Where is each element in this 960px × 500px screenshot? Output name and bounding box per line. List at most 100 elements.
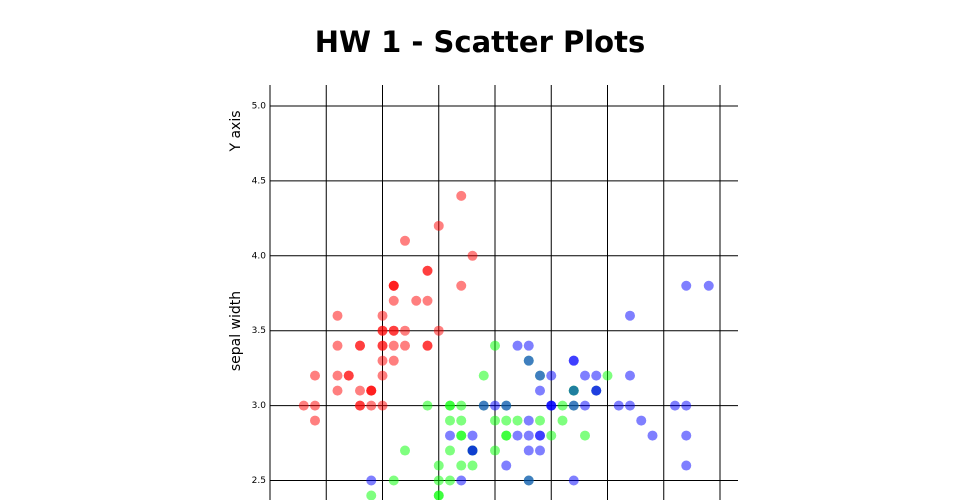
scatter-point: [456, 400, 467, 411]
scatter-point: [681, 460, 692, 471]
scatter-point: [490, 400, 500, 411]
scatter-point: [411, 295, 422, 306]
scatter-point: [366, 400, 377, 411]
scatter-point: [501, 415, 512, 426]
scatter-point: [636, 415, 647, 426]
scatter-point: [501, 460, 512, 471]
scatter-point: [535, 415, 545, 426]
scatter-point: [433, 490, 444, 500]
scatter-point: [535, 430, 545, 441]
scatter-point: [546, 400, 557, 411]
scatter-point: [467, 430, 478, 441]
scatter-point: [355, 340, 365, 351]
scatter-point: [456, 475, 467, 486]
scatter-point: [535, 445, 545, 456]
scatter-point: [523, 445, 534, 456]
scatter-point: [625, 400, 635, 411]
scatter-point: [400, 235, 410, 246]
scatter-point: [523, 415, 534, 426]
scatter-point: [298, 400, 309, 411]
scatter-point: [388, 340, 399, 351]
scatter-point: [332, 310, 343, 321]
scatter-point: [523, 340, 534, 351]
scatter-point: [456, 280, 467, 291]
scatter-point: [377, 310, 388, 321]
scatter-point: [332, 340, 343, 351]
scatter-point: [478, 400, 489, 411]
scatter-point: [332, 385, 343, 396]
scatter-point: [377, 400, 388, 411]
scatter-point: [523, 475, 534, 486]
scatter-point: [366, 475, 377, 486]
scatter-point: [355, 400, 365, 411]
scatter-point: [703, 280, 714, 291]
scatter-point: [625, 370, 635, 381]
scatter-point: [625, 310, 635, 321]
scatter-point: [445, 445, 455, 456]
scatter-point: [388, 355, 399, 366]
scatter-point: [343, 370, 354, 381]
scatter-point: [433, 325, 444, 336]
scatter-point: [355, 385, 365, 396]
scatter-point: [512, 340, 523, 351]
scatter-point: [478, 370, 489, 381]
scatter-point: [613, 400, 624, 411]
scatter-point: [647, 430, 658, 441]
scatter-point: [310, 415, 320, 426]
y-axis-title: Y axis: [228, 110, 244, 152]
scatter-point: [388, 475, 399, 486]
scatter-point: [422, 400, 433, 411]
scatter-point: [467, 460, 478, 471]
scatter-point: [681, 280, 692, 291]
scatter-point: [332, 370, 343, 381]
scatter-point: [433, 460, 444, 471]
scatter-point: [501, 430, 512, 441]
scatter-point: [512, 430, 523, 441]
scatter-point: [400, 340, 410, 351]
scatter-point: [681, 430, 692, 441]
scatter-point: [681, 400, 692, 411]
scatter-point: [422, 295, 433, 306]
scatter-point: [445, 400, 455, 411]
y-tick-label: 3.0: [252, 401, 267, 411]
scatter-point: [422, 265, 433, 276]
scatter-point: [602, 370, 613, 381]
scatter-point: [433, 220, 444, 231]
scatter-point: [568, 355, 579, 366]
scatter-point: [366, 490, 377, 500]
y-tick-label: 4.5: [252, 176, 266, 186]
y-axis-label: sepal width: [228, 291, 244, 371]
scatter-point: [377, 370, 388, 381]
y-tick-label: 5.0: [252, 101, 267, 111]
scatter-point: [310, 370, 320, 381]
scatter-point: [456, 415, 467, 426]
scatter-point: [490, 415, 500, 426]
scatter-point: [557, 415, 568, 426]
scatter-point: [377, 325, 388, 336]
scatter-point: [400, 445, 410, 456]
scatter-point: [422, 340, 433, 351]
scatter-point: [467, 445, 478, 456]
scatter-point: [591, 385, 602, 396]
scatter-point: [546, 370, 557, 381]
scatter-point: [580, 430, 590, 441]
scatter-point: [568, 400, 579, 411]
scatter-point: [568, 385, 579, 396]
scatter-point: [501, 400, 512, 411]
scatter-point: [580, 400, 590, 411]
scatter-point: [535, 370, 545, 381]
scatter-point: [535, 385, 545, 396]
chart-title: HW 1 - Scatter Plots: [315, 25, 645, 59]
scatter-point: [456, 430, 467, 441]
y-tick-label: 2.5: [252, 476, 266, 486]
scatter-point: [366, 385, 377, 396]
scatter-point: [456, 460, 467, 471]
scatter-point: [557, 400, 568, 411]
scatter-point: [670, 400, 680, 411]
scatter-point: [433, 475, 444, 486]
scatter-point: [310, 400, 320, 411]
scatter-point: [388, 280, 399, 291]
scatter-point: [490, 445, 500, 456]
